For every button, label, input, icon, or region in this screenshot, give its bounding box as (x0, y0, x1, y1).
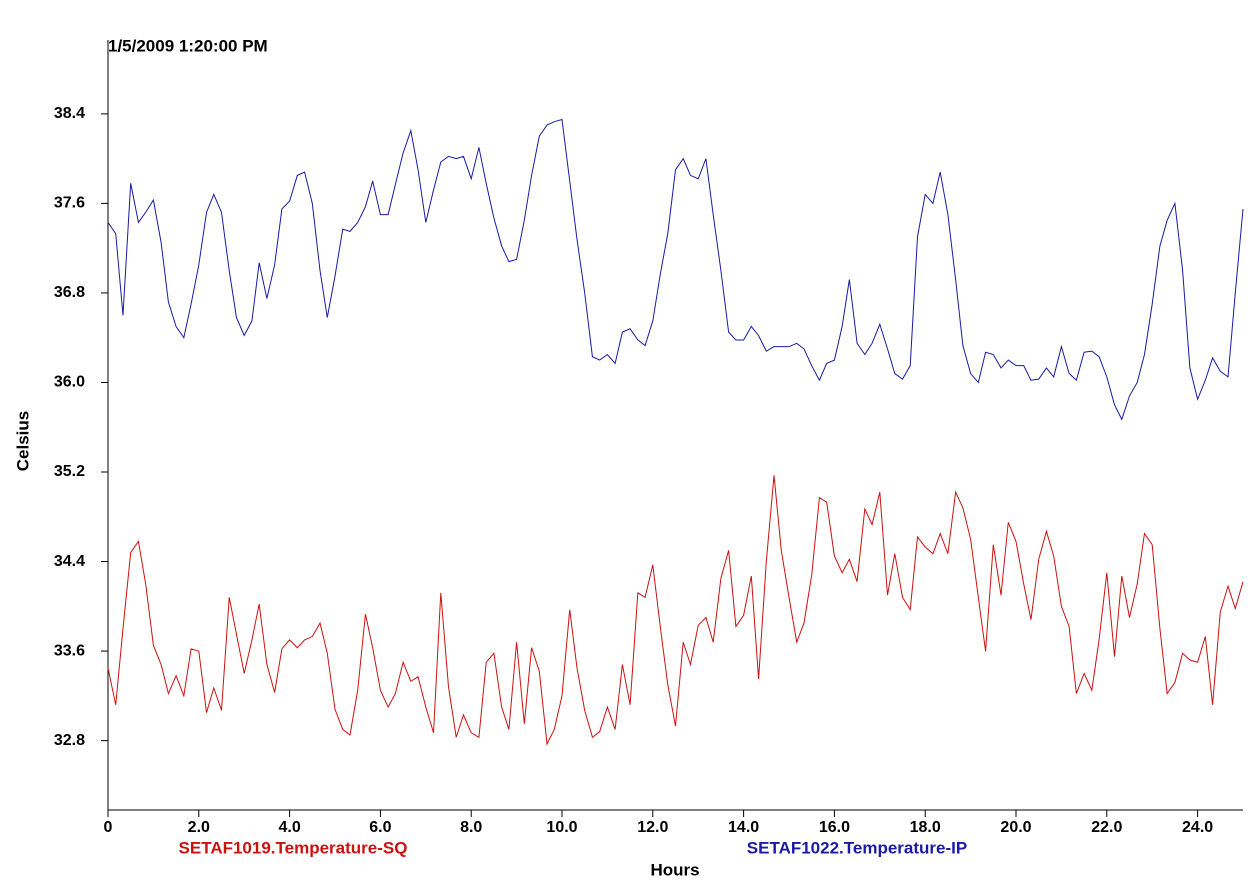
y-tick-label: 33.6 (54, 642, 85, 659)
chart-title: 1/5/2009 1:20:00 PM (108, 36, 268, 55)
x-tick-label: 12.0 (637, 819, 668, 836)
x-tick-label: 14.0 (728, 819, 759, 836)
x-tick-label: 6.0 (369, 819, 391, 836)
y-tick-label: 38.4 (54, 105, 85, 122)
x-tick-label: 8.0 (460, 819, 482, 836)
x-tick-label: 0 (104, 819, 113, 836)
x-tick-label: 10.0 (546, 819, 577, 836)
x-tick-label: 24.0 (1182, 819, 1213, 836)
y-tick-label: 34.4 (54, 553, 85, 570)
x-tick-label: 4.0 (278, 819, 300, 836)
legend-label: SETAF1019.Temperature-SQ (179, 838, 408, 857)
series-line (107, 118, 1244, 421)
y-tick-label: 36.8 (54, 284, 85, 301)
x-axis-label: Hours (650, 860, 699, 879)
y-tick-label: 37.6 (54, 195, 85, 212)
x-tick-label: 2.0 (188, 819, 210, 836)
y-tick-label: 36.0 (54, 374, 85, 391)
y-tick-label: 35.2 (54, 463, 85, 480)
x-tick-label: 22.0 (1091, 819, 1122, 836)
y-tick-label: 32.8 (54, 732, 85, 749)
x-tick-label: 20.0 (1000, 819, 1031, 836)
x-tick-label: 18.0 (910, 819, 941, 836)
x-tick-label: 16.0 (819, 819, 850, 836)
y-axis-label: Celsius (13, 411, 32, 471)
series-line (107, 475, 1244, 746)
legend-label: SETAF1022.Temperature-IP (747, 838, 967, 857)
